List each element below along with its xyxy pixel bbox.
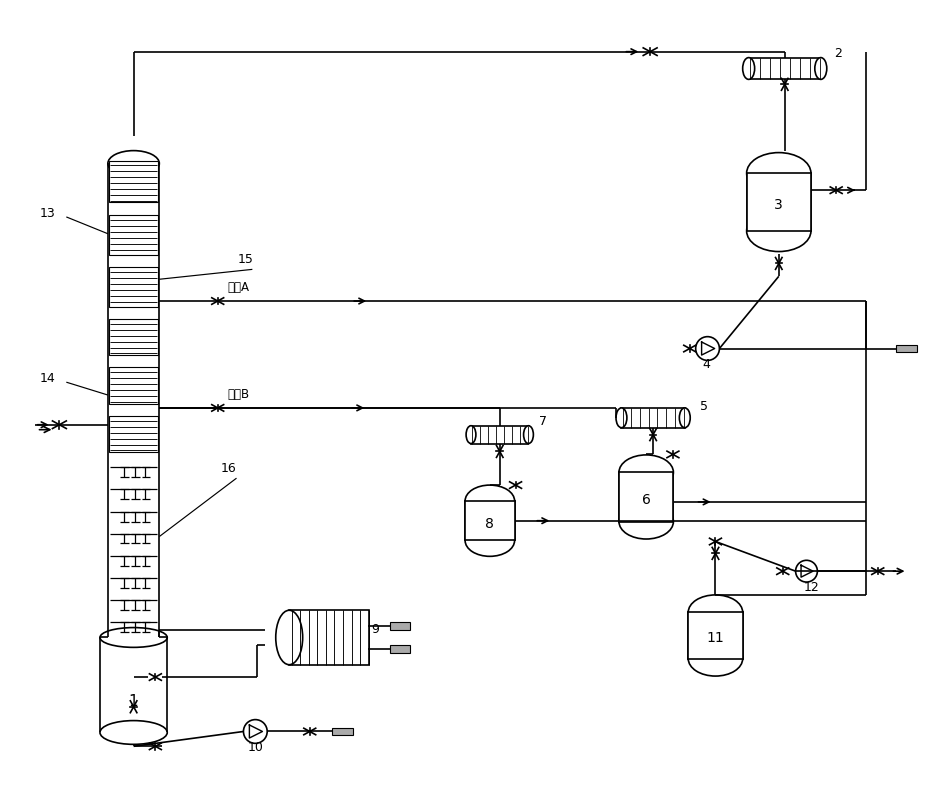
Text: 10: 10 [247, 741, 263, 754]
Ellipse shape [688, 642, 743, 676]
Bar [896, 344, 918, 352]
Text: 2: 2 [834, 46, 842, 60]
Bar [688, 612, 743, 658]
Bar [619, 473, 674, 521]
Ellipse shape [616, 408, 627, 428]
Bar [109, 319, 159, 355]
Ellipse shape [688, 595, 743, 630]
Circle shape [695, 336, 719, 360]
Text: 16: 16 [220, 462, 237, 475]
Ellipse shape [523, 426, 533, 443]
Bar [332, 728, 353, 736]
Text: 8: 8 [485, 516, 494, 531]
Bar [466, 501, 515, 540]
Bar [109, 160, 159, 202]
Text: 6: 6 [642, 493, 651, 507]
Bar [621, 408, 685, 428]
Text: 15: 15 [238, 253, 254, 266]
Text: 出料B: 出料B [228, 388, 250, 401]
Bar [109, 367, 159, 404]
Ellipse shape [619, 455, 674, 489]
Text: 12: 12 [804, 581, 819, 594]
Text: 9: 9 [371, 622, 379, 635]
Bar [109, 416, 159, 453]
Bar [289, 611, 369, 665]
Bar [471, 426, 528, 443]
Ellipse shape [466, 485, 515, 516]
Bar [390, 622, 409, 630]
Text: 14: 14 [40, 372, 55, 385]
Text: 13: 13 [40, 207, 55, 220]
Text: 5: 5 [699, 400, 708, 413]
Ellipse shape [108, 151, 160, 176]
Bar [109, 215, 159, 254]
Text: 7: 7 [540, 414, 547, 428]
Bar [619, 473, 674, 521]
Bar [688, 612, 743, 658]
Bar [390, 646, 409, 654]
Ellipse shape [619, 505, 674, 539]
Ellipse shape [466, 426, 476, 443]
Ellipse shape [100, 720, 167, 744]
Text: 3: 3 [774, 198, 783, 212]
Ellipse shape [815, 57, 826, 80]
Circle shape [795, 560, 817, 582]
Ellipse shape [276, 611, 303, 665]
Circle shape [243, 720, 267, 744]
Ellipse shape [747, 210, 811, 252]
Bar [747, 173, 811, 231]
Ellipse shape [100, 627, 167, 647]
Ellipse shape [466, 524, 515, 556]
Ellipse shape [743, 57, 754, 80]
Ellipse shape [747, 152, 811, 194]
Bar [109, 267, 159, 307]
Bar [749, 57, 821, 80]
Text: 1: 1 [129, 694, 139, 709]
Ellipse shape [679, 408, 691, 428]
Bar [747, 173, 811, 231]
Text: 出料A: 出料A [228, 281, 250, 294]
Text: 11: 11 [707, 631, 724, 646]
Text: 4: 4 [703, 359, 711, 371]
Bar [466, 501, 515, 540]
